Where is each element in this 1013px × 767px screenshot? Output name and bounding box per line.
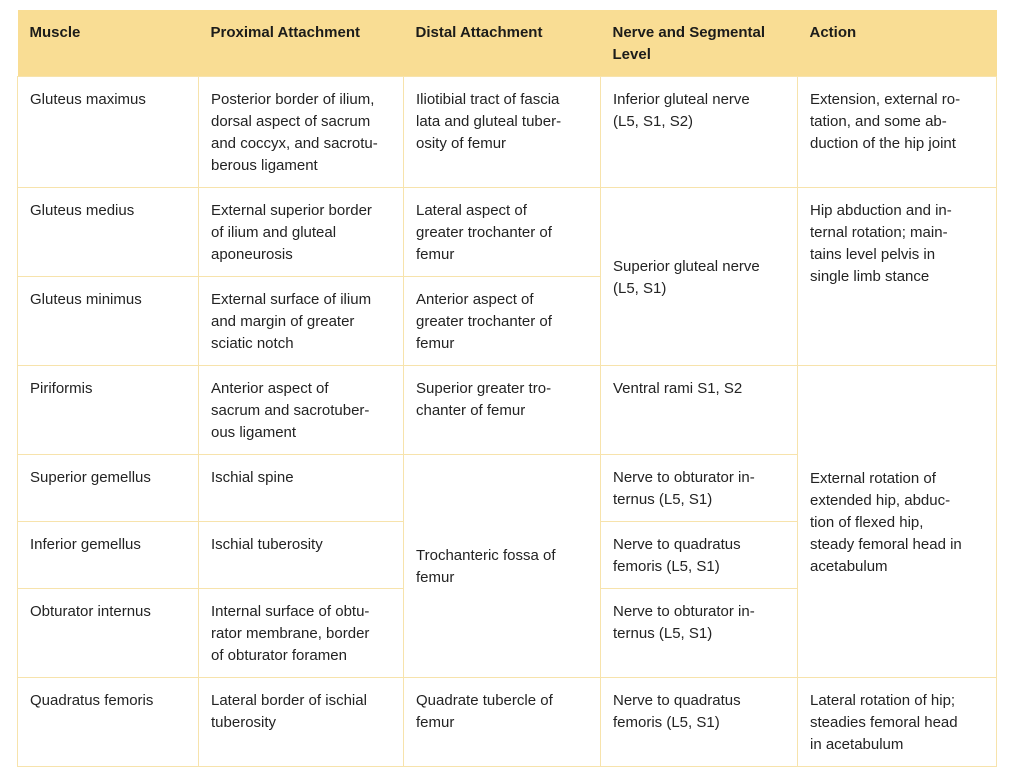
nerve-cell: Nerve to quadratus femoris (L5, S1) [600, 677, 798, 767]
column-header-proximal-attachment: Proximal Attachment [198, 10, 404, 77]
proximal-attachment-cell: Posterior border of ilium, dorsal aspect… [198, 76, 404, 188]
nerve-cell: Nerve to obturator in- ternus (L5, S1) [600, 588, 798, 678]
proximal-attachment-cell: Lateral border of ischial tuberosity [198, 677, 404, 767]
muscle-cell: Superior gemellus [17, 454, 199, 522]
distal-attachment-cell: Quadrate tubercle of femur [403, 677, 601, 767]
column-header-distal-attachment: Distal Attachment [403, 10, 601, 77]
proximal-attachment-cell: Internal surface of obtu- rator membrane… [198, 588, 404, 678]
table-row-obturator-internus: Obturator internus Internal surface of o… [17, 588, 997, 678]
table-row-gluteus-maximus: Gluteus maximus Posterior border of iliu… [17, 76, 997, 188]
table-row-inferior-gemellus: Inferior gemellus Ischial tuberosity Ner… [17, 521, 997, 589]
distal-attachment-cell: Superior greater tro- chanter of femur [403, 365, 601, 455]
muscle-cell: Inferior gemellus [17, 521, 199, 589]
distal-attachment-cell: Anterior aspect of greater trochanter of… [403, 276, 601, 366]
proximal-attachment-cell: External superior border of ilium and gl… [198, 187, 404, 277]
distal-attachment-cell-merged: Trochanteric fossa of femur [403, 454, 601, 678]
nerve-cell: Ventral rami S1, S2 [600, 365, 798, 455]
table-row-piriformis: Piriformis Anterior aspect of sacrum and… [17, 365, 997, 678]
header-row: Muscle Proximal Attachment Distal Attach… [17, 10, 997, 77]
muscle-cell: Gluteus medius [17, 187, 199, 277]
column-header-muscle: Muscle [17, 10, 199, 77]
proximal-attachment-cell: External surface of ilium and margin of … [198, 276, 404, 366]
distal-attachment-cell: Lateral aspect of greater trochanter of … [403, 187, 601, 277]
column-header-nerve-segmental-level: Nerve and Segmental Level [600, 10, 798, 77]
table-row-gluteus-minimus: Gluteus minimus External surface of iliu… [17, 276, 997, 366]
muscle-cell: Piriformis [17, 365, 199, 455]
proximal-attachment-cell: Ischial tuberosity [198, 521, 404, 589]
page: Muscle Proximal Attachment Distal Attach… [17, 10, 997, 767]
distal-attachment-cell: Iliotibial tract of fascia lata and glut… [403, 76, 601, 188]
muscle-cell: Gluteus minimus [17, 276, 199, 366]
muscle-cell: Quadratus femoris [17, 677, 199, 767]
muscle-cell: Gluteus maximus [17, 76, 199, 188]
proximal-attachment-cell: Ischial spine [198, 454, 404, 522]
nerve-cell-merged: Superior gluteal nerve (L5, S1) [600, 187, 798, 366]
table-row-superior-gemellus: Superior gemellus Ischial spine Trochant… [17, 454, 997, 678]
action-cell-merged: External rotation of extended hip, abduc… [797, 365, 997, 678]
table-row-gluteus-medius: Gluteus medius External superior border … [17, 187, 997, 366]
nerve-cell: Inferior gluteal nerve (L5, S1, S2) [600, 76, 798, 188]
proximal-attachment-cell: Anterior aspect of sacrum and sacrotuber… [198, 365, 404, 455]
action-cell: Lateral rotation of hip; steadies femora… [797, 677, 997, 767]
column-header-action: Action [797, 10, 997, 77]
nerve-cell: Nerve to obturator in- ternus (L5, S1) [600, 454, 798, 522]
table-row-quadratus-femoris: Quadratus femoris Lateral border of isch… [17, 677, 997, 767]
muscle-cell: Obturator internus [17, 588, 199, 678]
action-cell-merged: Hip abduction and in- ternal rotation; m… [797, 187, 997, 366]
action-cell: Extension, external ro- tation, and some… [797, 76, 997, 188]
hip-muscles-table: Muscle Proximal Attachment Distal Attach… [17, 10, 997, 767]
nerve-cell: Nerve to quadratus femoris (L5, S1) [600, 521, 798, 589]
